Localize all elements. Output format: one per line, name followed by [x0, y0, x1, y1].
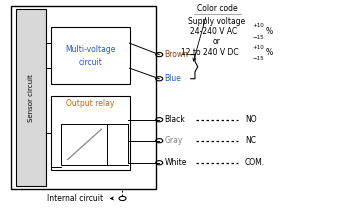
- Text: +10: +10: [252, 45, 264, 50]
- Text: Blue: Blue: [164, 74, 181, 83]
- Bar: [51, 96, 130, 170]
- Text: or: or: [213, 38, 221, 46]
- Text: Multi-voltage: Multi-voltage: [65, 46, 115, 54]
- Text: Color code: Color code: [197, 4, 237, 13]
- Text: NC: NC: [245, 136, 256, 145]
- Text: Output relay: Output relay: [66, 99, 114, 108]
- Text: %: %: [266, 49, 273, 57]
- Text: White: White: [164, 158, 187, 167]
- Text: Sensor circuit: Sensor circuit: [28, 74, 34, 122]
- Text: Gray: Gray: [164, 136, 183, 145]
- Bar: [16, 9, 46, 186]
- Bar: [51, 27, 130, 84]
- Text: −15: −15: [252, 56, 264, 61]
- Bar: [10, 6, 156, 189]
- Bar: [61, 124, 107, 165]
- Text: Black: Black: [164, 115, 185, 124]
- Text: %: %: [266, 27, 273, 36]
- Text: Brown: Brown: [164, 50, 189, 59]
- Text: +10: +10: [252, 23, 264, 28]
- Text: circuit: circuit: [78, 58, 102, 67]
- Text: NO: NO: [245, 115, 257, 124]
- Text: 24-240 V AC: 24-240 V AC: [190, 27, 237, 36]
- Text: 12 to 240 V DC: 12 to 240 V DC: [181, 49, 239, 57]
- Text: Internal circuit: Internal circuit: [47, 194, 103, 203]
- Text: COM.: COM.: [245, 158, 265, 167]
- Text: Supply voltage: Supply voltage: [188, 17, 246, 25]
- Text: −15: −15: [252, 35, 264, 40]
